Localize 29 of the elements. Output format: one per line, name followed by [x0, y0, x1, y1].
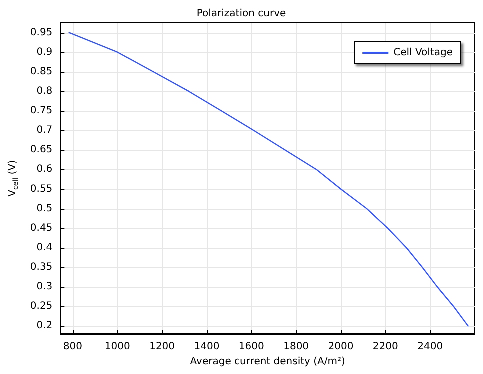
- y-tick-label: 0.75: [30, 106, 53, 117]
- x-tick-label: 1400: [194, 342, 220, 352]
- y-tick-label: 0.4: [36, 242, 53, 254]
- x-tick-label: 1200: [150, 342, 176, 352]
- y-tick-label: 0.45: [30, 222, 53, 234]
- x-tick-label: 2200: [372, 342, 398, 352]
- y-tick-label: 0.95: [30, 27, 53, 38]
- x-tick-label: 800: [63, 342, 82, 352]
- y-tick-label: 0.2: [36, 320, 53, 332]
- y-tick-label: 0.9: [36, 46, 53, 58]
- x-tick-label: 1000: [104, 342, 130, 352]
- y-tick-label: 0.6: [36, 164, 53, 176]
- legend-label: Cell Voltage: [394, 48, 454, 58]
- y-tick-label: 0.55: [30, 184, 53, 195]
- x-tick-label: 2400: [418, 342, 444, 352]
- y-tick-label: 0.35: [30, 262, 53, 273]
- x-tick-label: 1800: [284, 342, 310, 352]
- y-tick-label: 0.8: [36, 86, 53, 97]
- chart-title: Polarization curve: [196, 8, 286, 20]
- x-axis-title: Average current density (A/m²): [190, 356, 346, 368]
- y-tick-label: 0.65: [30, 144, 53, 156]
- y-tick-label: 0.25: [30, 301, 53, 312]
- line-series: [68, 32, 469, 327]
- x-tick-label: 2000: [328, 342, 354, 352]
- y-tick-label: 0.7: [36, 125, 53, 136]
- x-tick-label: 1600: [238, 342, 264, 352]
- y-tick-label: 0.85: [30, 66, 53, 78]
- y-tick-label: 0.5: [36, 203, 53, 214]
- y-tick-label: 0.3: [36, 282, 53, 293]
